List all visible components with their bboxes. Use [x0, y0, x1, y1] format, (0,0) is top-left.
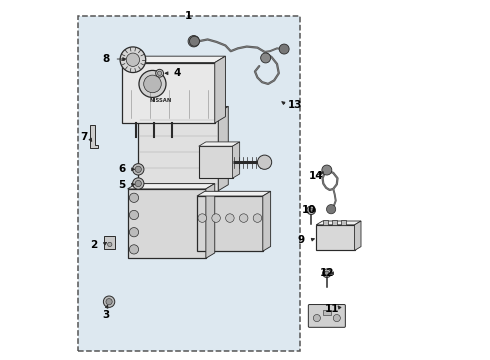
- Circle shape: [108, 242, 112, 247]
- Circle shape: [257, 155, 271, 169]
- Circle shape: [139, 71, 166, 98]
- Polygon shape: [355, 221, 361, 251]
- Circle shape: [106, 298, 112, 305]
- Circle shape: [198, 214, 207, 222]
- Text: 12: 12: [319, 268, 334, 278]
- Circle shape: [190, 36, 199, 46]
- Circle shape: [156, 69, 164, 77]
- Polygon shape: [199, 142, 240, 146]
- Polygon shape: [263, 191, 270, 251]
- Circle shape: [326, 204, 336, 214]
- Bar: [78, 16, 300, 351]
- Bar: [332, 220, 337, 225]
- Polygon shape: [90, 125, 98, 148]
- Polygon shape: [127, 184, 215, 189]
- Bar: [316, 225, 355, 251]
- Bar: [127, 189, 206, 258]
- Circle shape: [129, 193, 139, 202]
- Bar: [323, 220, 328, 225]
- Circle shape: [225, 214, 234, 222]
- Bar: [322, 310, 331, 315]
- Bar: [104, 235, 115, 249]
- Text: 11: 11: [325, 304, 340, 314]
- Text: 13: 13: [288, 100, 302, 110]
- Polygon shape: [138, 107, 228, 112]
- Circle shape: [333, 315, 341, 321]
- Circle shape: [144, 75, 161, 93]
- Bar: [138, 112, 219, 191]
- Circle shape: [212, 214, 220, 222]
- Circle shape: [253, 214, 262, 222]
- Circle shape: [135, 180, 142, 187]
- Circle shape: [133, 164, 144, 175]
- Circle shape: [240, 214, 248, 222]
- Text: 5: 5: [119, 180, 126, 190]
- Circle shape: [309, 208, 313, 212]
- Text: 8: 8: [102, 54, 110, 64]
- Bar: [197, 196, 263, 251]
- Circle shape: [129, 228, 139, 237]
- Polygon shape: [316, 221, 361, 225]
- Circle shape: [313, 315, 320, 321]
- Text: 7: 7: [80, 132, 88, 142]
- Circle shape: [325, 271, 329, 275]
- Text: 3: 3: [102, 310, 110, 320]
- Circle shape: [157, 71, 162, 75]
- Polygon shape: [219, 107, 228, 191]
- Circle shape: [129, 245, 139, 254]
- Bar: [341, 220, 346, 225]
- Bar: [199, 146, 233, 178]
- Circle shape: [126, 53, 140, 66]
- Circle shape: [120, 47, 146, 72]
- Circle shape: [135, 166, 142, 172]
- Circle shape: [307, 206, 316, 215]
- Text: 9: 9: [297, 235, 305, 246]
- Circle shape: [129, 210, 139, 220]
- Text: 14: 14: [309, 171, 323, 181]
- Circle shape: [261, 53, 270, 63]
- Circle shape: [322, 269, 331, 278]
- Text: 2: 2: [90, 240, 98, 250]
- Circle shape: [188, 36, 199, 47]
- Text: NISSAN: NISSAN: [150, 98, 172, 103]
- Circle shape: [103, 296, 115, 307]
- Bar: [122, 63, 215, 123]
- FancyBboxPatch shape: [308, 305, 345, 327]
- Text: 1: 1: [184, 11, 192, 21]
- Polygon shape: [233, 142, 240, 178]
- Text: 10: 10: [302, 205, 317, 215]
- Circle shape: [322, 165, 332, 175]
- Circle shape: [279, 44, 289, 54]
- Text: 4: 4: [173, 68, 181, 78]
- Polygon shape: [122, 56, 225, 63]
- Polygon shape: [197, 191, 270, 196]
- Polygon shape: [206, 184, 215, 258]
- Circle shape: [133, 178, 144, 189]
- Polygon shape: [215, 56, 225, 123]
- Text: 6: 6: [119, 164, 126, 174]
